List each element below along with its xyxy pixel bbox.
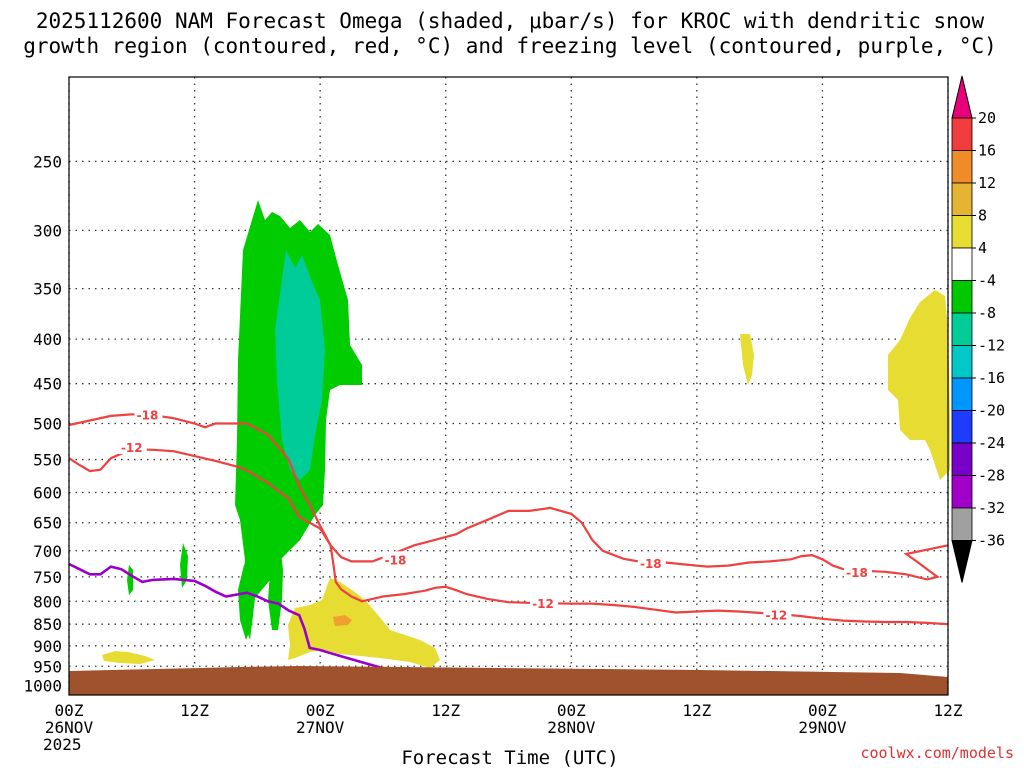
colorbar-swatch bbox=[951, 377, 973, 411]
colorbar-label: 4 bbox=[978, 239, 987, 257]
colorbar-swatch bbox=[951, 312, 973, 346]
contour-label-bg bbox=[382, 551, 411, 567]
omega-shading bbox=[102, 200, 950, 668]
omega-region-neg4 bbox=[127, 565, 133, 595]
contour-line--12 bbox=[68, 447, 949, 626]
colorbar-swatch bbox=[951, 117, 973, 151]
contour-label: -12 bbox=[532, 597, 554, 611]
omega-region-neg4 bbox=[180, 543, 188, 588]
colorbar-label: -8 bbox=[978, 304, 996, 322]
colorbar-swatch bbox=[951, 475, 973, 509]
contour-label: -12 bbox=[766, 608, 788, 622]
y-tick-label: 750 bbox=[33, 568, 62, 587]
contour-label-bg bbox=[763, 606, 792, 622]
y-tick-label: 1000 bbox=[23, 677, 62, 696]
colorbar-label: 12 bbox=[978, 174, 996, 192]
colorbar-legend: 20 16 12 8 4 -4 -8 -12 -16 -20 -24 -28 -32 -36 bbox=[951, 75, 1005, 583]
x-tick-label: 12Z bbox=[934, 701, 963, 720]
x-tick-label: 00Z bbox=[306, 701, 335, 720]
x-tick-label: 26NOV bbox=[45, 718, 94, 737]
omega-region-pos4 bbox=[740, 334, 754, 385]
colorbar-top-arrow bbox=[951, 75, 973, 119]
chart-title-line-2: growth region (contoured, red, °C) and f… bbox=[23, 34, 997, 58]
omega-region-pos4 bbox=[102, 651, 155, 664]
y-tick-label: 400 bbox=[33, 330, 62, 349]
temperature-contours: -18 -18 -18 -18 -12 -12 -12 bbox=[68, 406, 949, 626]
colorbar-label: -16 bbox=[978, 369, 1005, 387]
y-tick-label: 700 bbox=[33, 542, 62, 561]
omega-region-pos4 bbox=[288, 578, 440, 668]
colorbar-bottom-arrow bbox=[951, 540, 973, 583]
contour-line--18 bbox=[68, 413, 949, 581]
y-tick-label: 650 bbox=[33, 514, 62, 533]
contour-label-bg bbox=[134, 406, 163, 422]
omega-region-neg4 bbox=[238, 558, 255, 640]
x-tick-label: 12Z bbox=[682, 701, 711, 720]
x-tick-label: 00Z bbox=[808, 701, 837, 720]
colorbar-label: -4 bbox=[978, 272, 996, 290]
colorbar-label: -12 bbox=[978, 337, 1005, 355]
ground-terrain bbox=[69, 666, 948, 695]
omega-region-neg8 bbox=[275, 250, 325, 480]
x-tick-label: 27NOV bbox=[296, 718, 345, 737]
colorbar-swatch bbox=[951, 182, 973, 216]
x-tick-label: 00Z bbox=[557, 701, 586, 720]
colorbar-swatch bbox=[951, 150, 973, 184]
contour-label: -18 bbox=[640, 557, 662, 571]
y-tick-label: 300 bbox=[33, 221, 62, 240]
contour-label: -18 bbox=[137, 408, 159, 422]
x-tick-label: 28NOV bbox=[547, 718, 596, 737]
contour-label: -12 bbox=[121, 441, 143, 455]
x-tick-label: 29NOV bbox=[798, 718, 847, 737]
freezing-level-line bbox=[68, 562, 405, 675]
colorbar-label: 8 bbox=[978, 207, 987, 225]
omega-region-pos8 bbox=[333, 615, 352, 626]
contour-label-bg bbox=[530, 595, 559, 611]
contour-label: -18 bbox=[846, 566, 868, 580]
y-tick-label: 500 bbox=[33, 415, 62, 434]
contour-label-bg bbox=[637, 554, 666, 570]
colorbar-label: -24 bbox=[978, 434, 1005, 452]
colorbar-swatch bbox=[951, 410, 973, 444]
plot-frame bbox=[68, 76, 949, 696]
x-tick-label: 12Z bbox=[180, 701, 209, 720]
y-tick-label: 450 bbox=[33, 375, 62, 394]
axes: 250 300 350 400 450 500 550 600 650 700 750 800 850 9… bbox=[23, 152, 962, 754]
colorbar-label: 16 bbox=[978, 142, 996, 160]
chart-title-line-1: 2025112600 NAM Forecast Omega (shaded, μ… bbox=[36, 9, 985, 33]
colorbar-label: -20 bbox=[978, 402, 1005, 420]
colorbar-label: -36 bbox=[978, 532, 1005, 550]
contour-label-bg bbox=[843, 563, 872, 579]
x-tick-label: 00Z bbox=[55, 701, 84, 720]
contour-label: -18 bbox=[385, 553, 407, 567]
colorbar-swatch bbox=[951, 345, 973, 379]
x-tick-label: 12Z bbox=[431, 701, 460, 720]
omega-region-neg4 bbox=[268, 545, 283, 630]
y-tick-label: 950 bbox=[33, 657, 62, 676]
colorbar-label: 20 bbox=[978, 109, 996, 127]
y-tick-label: 350 bbox=[33, 280, 62, 299]
x-tick-label: 2025 bbox=[43, 735, 82, 754]
y-tick-label: 900 bbox=[33, 637, 62, 656]
colorbar-swatch bbox=[951, 442, 973, 476]
colorbar-swatch bbox=[951, 507, 973, 541]
x-axis-label: Forecast Time (UTC) bbox=[401, 747, 618, 768]
y-tick-label: 800 bbox=[33, 592, 62, 611]
y-tick-label: 600 bbox=[33, 483, 62, 502]
credit-label: coolwx.com/models bbox=[860, 744, 1014, 762]
y-tick-label: 850 bbox=[33, 615, 62, 634]
y-tick-label: 550 bbox=[33, 451, 62, 470]
colorbar-swatch bbox=[951, 215, 973, 249]
colorbar-label: -28 bbox=[978, 467, 1005, 485]
omega-region-pos4 bbox=[888, 290, 950, 480]
colorbar-swatch bbox=[951, 280, 973, 314]
contour-label-bg bbox=[118, 438, 147, 454]
y-tick-label: 250 bbox=[33, 152, 62, 171]
colorbar-label: -32 bbox=[978, 499, 1005, 517]
colorbar-swatch bbox=[951, 247, 973, 281]
